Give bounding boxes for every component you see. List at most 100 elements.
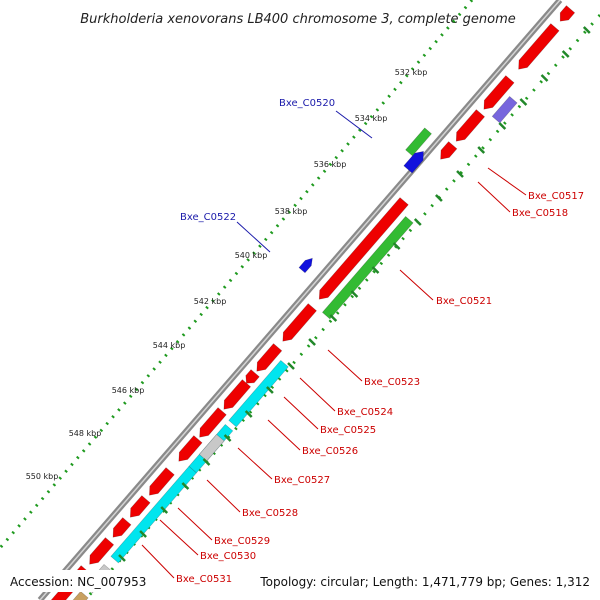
scale-ticks (96, 26, 591, 586)
forward-gene-arrow[interactable] (440, 141, 458, 160)
gene-labels: Bxe_C0520 Bxe_C0522 Bxe_C0517 Bxe_C0518 … (176, 98, 584, 585)
gene-label[interactable]: Bxe_C0530 (200, 551, 256, 562)
scale-tick (582, 26, 591, 34)
gene-label[interactable]: Bxe_C0517 (528, 191, 584, 202)
scale-label: 542 kbp (194, 297, 227, 306)
scale-tick (287, 362, 295, 370)
cog-gene-bar[interactable] (491, 95, 518, 124)
scale-tick (561, 50, 570, 58)
gene-label[interactable]: Bxe_C0527 (274, 475, 330, 486)
forward-gene-arrow[interactable] (559, 5, 576, 22)
gene-label[interactable]: Bxe_C0518 (512, 208, 568, 219)
backbone-highlight (39, 0, 561, 600)
scale-label: 550 kbp (26, 472, 59, 481)
genome-summary-text: Topology: circular; Length: 1,471,779 bp… (259, 575, 590, 589)
leader-line (206, 479, 241, 513)
map-title: Burkholderia xenovorans LB400 chromosome… (80, 12, 516, 27)
scale-tick (329, 314, 338, 322)
scale-tick (435, 194, 443, 202)
scale-tick (308, 338, 316, 346)
forward-gene-arrow[interactable] (178, 435, 203, 462)
forward-gene-arrow[interactable] (245, 369, 260, 384)
leader-line (159, 519, 199, 556)
scale-label: 534 kbp (355, 114, 388, 123)
scale-tick (392, 242, 401, 250)
scale-label: 540 kbp (235, 251, 268, 260)
gene-features (50, 5, 591, 600)
scale-tick (181, 482, 190, 490)
gene-label[interactable]: Bxe_C0531 (176, 574, 232, 585)
scale-tick (139, 530, 147, 538)
leader-line (267, 419, 301, 451)
forward-gene-arrow[interactable] (518, 23, 560, 70)
leader-line (283, 396, 319, 430)
scale-tick (202, 458, 211, 466)
scale-label: 532 kbp (395, 68, 428, 77)
gene-label[interactable]: Bxe_C0529 (214, 536, 270, 547)
leader-line (237, 447, 273, 480)
scale-tick (371, 266, 380, 274)
gene-label[interactable]: Bxe_C0526 (302, 446, 358, 457)
scale-label: 546 kbp (112, 386, 145, 395)
scale-tick (498, 122, 507, 130)
outer-scale-line (0, 0, 474, 549)
scale-tick (540, 74, 549, 82)
scale-tick (118, 554, 126, 562)
scale-tick (519, 98, 528, 106)
cog-gene-bar[interactable] (405, 127, 432, 157)
scale-tick (223, 434, 232, 442)
forward-gene-arrow[interactable] (282, 303, 317, 342)
forward-gene-arrow[interactable] (455, 109, 486, 142)
scale-tick (160, 506, 169, 514)
accession-text: Accession: NC_007953 (10, 575, 146, 589)
leader-line (487, 167, 527, 196)
scale-label: 536 kbp (314, 160, 347, 169)
summary-bg (255, 570, 600, 592)
inner-scale-line (83, 14, 600, 600)
scale-labels: 532 kbp 534 kbp 536 kbp 538 kbp 540 kbp … (26, 68, 428, 481)
gene-label[interactable]: Bxe_C0528 (242, 508, 298, 519)
leader-line (477, 181, 511, 213)
forward-gene-arrow[interactable] (483, 75, 515, 110)
leader-line (236, 221, 271, 253)
scale-label: 548 kbp (69, 429, 102, 438)
scale-tick (456, 170, 464, 178)
forward-gene-arrow[interactable] (318, 197, 409, 300)
leader-line (299, 377, 336, 412)
leader-line (399, 269, 434, 301)
forward-gene-arrow[interactable] (149, 467, 175, 496)
forward-gene-arrow[interactable] (129, 495, 151, 518)
forward-gene-arrow[interactable] (89, 537, 115, 565)
scale-tick (413, 218, 422, 226)
label-leader-lines (141, 110, 527, 579)
leader-line (327, 349, 363, 382)
forward-gene-arrow[interactable] (256, 343, 283, 372)
scale-tick (477, 146, 486, 154)
leader-line (335, 110, 373, 139)
cog-gene-bar[interactable] (110, 465, 197, 564)
gene-label[interactable]: Bxe_C0520 (279, 98, 335, 109)
scale-tick (266, 386, 274, 394)
accession-bg (0, 570, 150, 592)
gene-label[interactable]: Bxe_C0525 (320, 425, 376, 436)
reverse-gene-arrow[interactable] (403, 151, 424, 174)
leader-line (141, 544, 175, 579)
cog-gene-bar[interactable] (59, 590, 89, 600)
scale-tick (244, 410, 253, 418)
reverse-gene-arrow[interactable] (298, 257, 313, 274)
forward-gene-arrow[interactable] (199, 407, 227, 438)
scale-label: 538 kbp (275, 207, 308, 216)
cog-gene-bar[interactable] (321, 215, 414, 320)
gene-label[interactable]: Bxe_C0521 (436, 296, 492, 307)
gene-label[interactable]: Bxe_C0522 (180, 212, 236, 223)
forward-gene-arrow[interactable] (112, 517, 132, 538)
scale-label: 544 kbp (153, 341, 186, 350)
cog-gene-bar[interactable] (198, 433, 225, 462)
forward-gene-arrow[interactable] (223, 379, 252, 410)
gene-label[interactable]: Bxe_C0524 (337, 407, 393, 418)
cog-gene-bar[interactable] (228, 359, 289, 428)
gene-label[interactable]: Bxe_C0523 (364, 377, 420, 388)
scale-tick (350, 290, 359, 298)
